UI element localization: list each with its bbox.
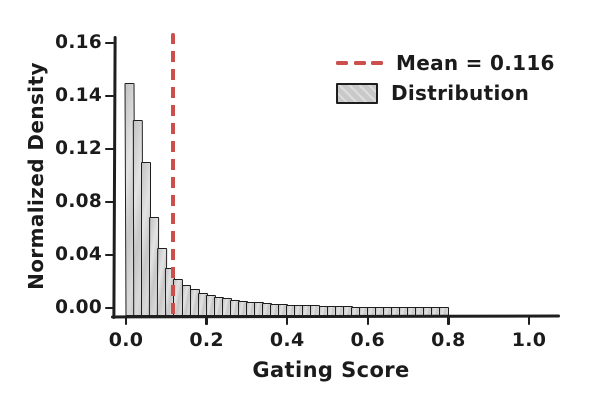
x-tick-label: 0.0 (108, 329, 144, 351)
y-tick-label: 0.12 (55, 138, 102, 159)
mean-line (170, 33, 175, 316)
y-tick-label: 0.00 (55, 297, 102, 318)
x-tick (366, 316, 370, 325)
x-tick (124, 316, 128, 325)
y-tick (105, 253, 114, 257)
legend-label-mean: Mean = 0.116 (396, 51, 555, 75)
legend-label-distribution: Distribution (391, 81, 530, 105)
dashed-line-swatch (336, 61, 383, 65)
legend-item-distribution: Distribution (336, 78, 566, 108)
y-tick (105, 41, 114, 45)
x-tick (205, 316, 208, 325)
y-tick (105, 200, 114, 204)
x-tick-label: 0.8 (431, 329, 466, 351)
y-axis-line (112, 35, 117, 320)
x-tick-label: 0.6 (350, 329, 386, 351)
x-tick (527, 316, 531, 325)
y-tick-label: 0.14 (55, 85, 102, 106)
y-tick (105, 306, 114, 310)
y-tick-label: 0.08 (55, 191, 102, 212)
y-tick (105, 147, 114, 151)
legend: Mean = 0.116 Distribution (336, 48, 566, 108)
x-axis-label: Gating Score (252, 358, 410, 382)
x-tick (285, 316, 289, 325)
x-tick-label: 0.4 (269, 329, 305, 351)
x-tick-label: 0.2 (189, 329, 224, 351)
y-tick-label: 0.04 (55, 244, 102, 265)
x-tick-label: 1.0 (511, 329, 547, 351)
x-axis-line (110, 314, 561, 318)
hatched-box-swatch (336, 82, 378, 104)
legend-item-mean: Mean = 0.116 (336, 48, 566, 78)
x-tick (447, 316, 450, 325)
y-tick (105, 94, 114, 98)
y-tick-label: 0.16 (55, 32, 102, 53)
